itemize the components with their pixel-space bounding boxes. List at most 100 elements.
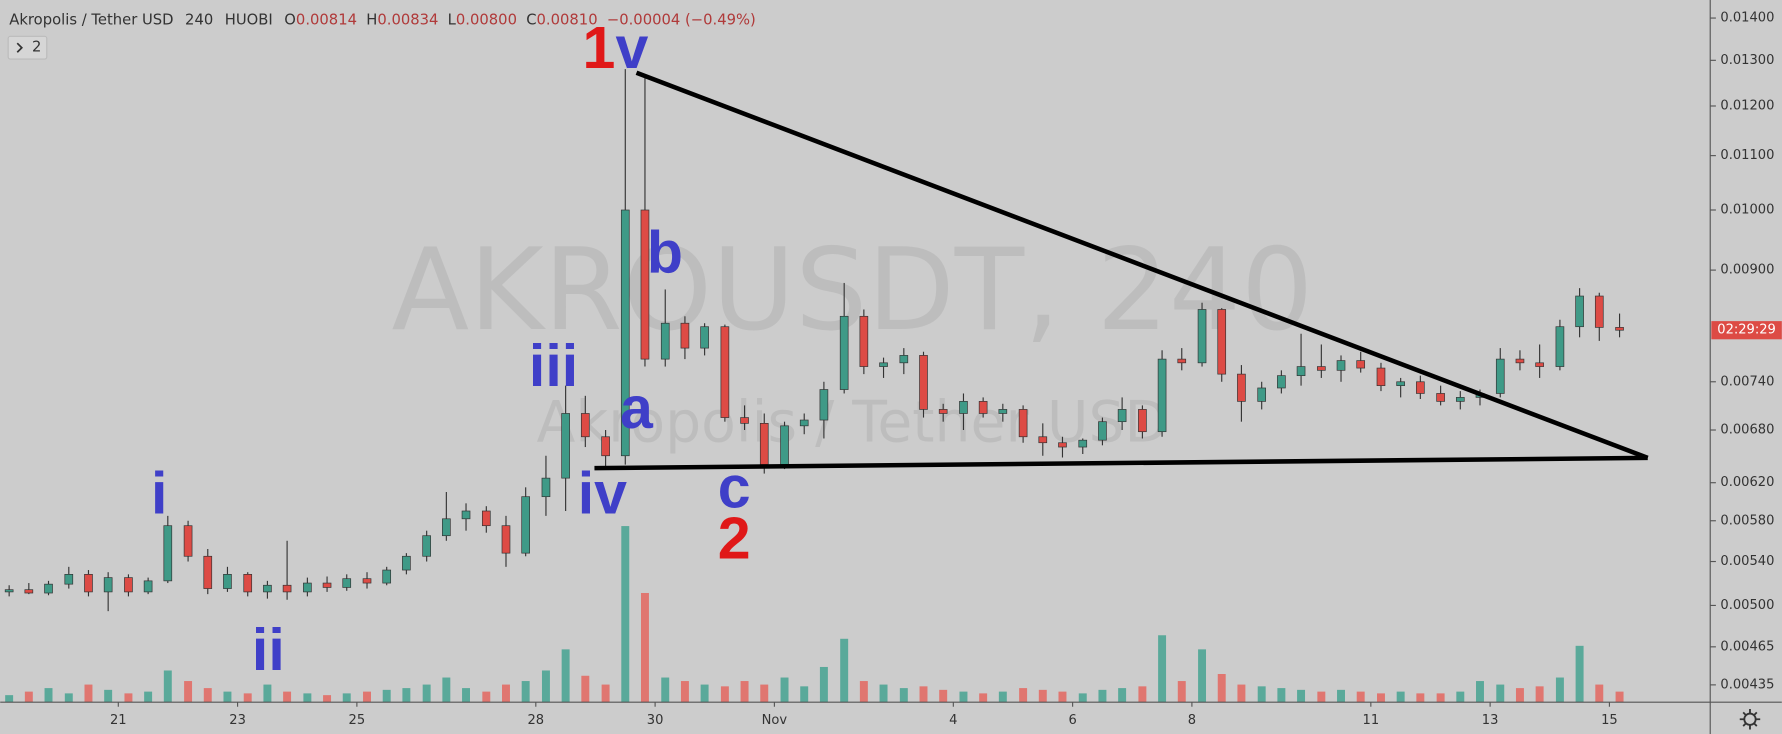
volume-bar	[800, 686, 809, 703]
x-tick-label: 8	[1188, 713, 1196, 728]
volume-bar	[1019, 688, 1028, 703]
volume-bar	[879, 684, 888, 703]
candle-body	[938, 409, 948, 414]
wave-label: ii	[252, 617, 285, 683]
candle-body	[1336, 360, 1346, 371]
watermark-symbol: AKROUSDT, 240	[391, 224, 1313, 356]
wave-label: iii	[529, 333, 578, 399]
candle-body	[1277, 375, 1286, 389]
volume-bar	[919, 686, 928, 703]
candle-body	[959, 401, 968, 414]
x-tick-label: Nov	[762, 713, 788, 728]
y-tick-label: 0.01200	[1720, 98, 1774, 113]
volume-bar	[184, 681, 193, 703]
x-tick-label: 21	[110, 713, 127, 728]
candle-body	[263, 584, 272, 593]
candle-body	[362, 578, 372, 584]
volume-bar	[581, 675, 590, 703]
candle-body	[1157, 358, 1167, 433]
volume-bar	[819, 666, 828, 703]
candle-body	[124, 577, 133, 593]
volume-bar	[1038, 689, 1047, 703]
last-price-box	[1711, 321, 1782, 340]
x-tick-label: 23	[229, 713, 246, 728]
volume-bar	[1615, 691, 1624, 703]
volume-bar	[1377, 693, 1385, 703]
candle-body	[780, 425, 789, 465]
volume-bar	[621, 526, 630, 703]
volume-bar	[203, 688, 212, 703]
symbol-title: Akropolis / Tether USD	[9, 11, 173, 28]
volume-layer	[5, 526, 1624, 703]
indicator-count[interactable]: 2	[32, 39, 41, 56]
candle-body	[143, 580, 153, 593]
volume-bar	[84, 684, 93, 703]
candle-body	[700, 326, 709, 349]
volume-bar	[243, 693, 252, 703]
candle-body	[422, 535, 431, 557]
candle-body	[998, 409, 1008, 414]
wave-label: 1	[583, 15, 616, 81]
change: −0.00004 (−0.49%)	[607, 11, 756, 28]
y-tick-label: 0.01300	[1720, 53, 1774, 68]
ohlc-value: 0.00834	[377, 11, 438, 28]
candle-body	[203, 555, 213, 589]
volume-bar	[541, 670, 550, 703]
candle-body	[1615, 327, 1624, 331]
candle-body	[1535, 362, 1544, 367]
candle-body	[282, 584, 292, 593]
candle-body	[303, 582, 312, 593]
chevron-icon[interactable]	[16, 42, 23, 53]
volume-bar	[760, 684, 769, 703]
volume-bar	[283, 691, 292, 703]
volume-bar	[979, 693, 988, 703]
candle-body	[501, 525, 511, 554]
volume-bar	[1237, 684, 1246, 703]
candle-body	[660, 322, 670, 360]
volume-bar	[1515, 688, 1524, 703]
volume-bar	[44, 688, 53, 703]
volume-bar	[502, 684, 510, 703]
volume-bar	[1575, 645, 1584, 703]
volume-bar	[1277, 688, 1286, 703]
volume-bar	[163, 670, 172, 703]
volume-bar	[402, 688, 411, 703]
price-ticks: 0.01400 0.01300 0.01200 0.01100 0.01000 0.009…	[1710, 11, 1774, 692]
volume-bar	[64, 693, 73, 703]
volume-bar	[363, 691, 371, 703]
candle-body	[720, 326, 730, 418]
candle-layer	[4, 69, 1624, 612]
volume-bar	[1177, 681, 1186, 703]
last-price-label: 02:29:29	[1711, 321, 1782, 340]
candle-body	[103, 577, 113, 593]
gear-icon[interactable]	[1739, 709, 1761, 730]
volume-bar	[1396, 691, 1405, 703]
volume-bar	[5, 695, 14, 703]
volume-bar	[840, 638, 849, 703]
volume-bar	[740, 681, 749, 703]
candle-body	[64, 574, 74, 585]
volume-bar	[1098, 689, 1107, 703]
x-tick-label: 15	[1601, 713, 1618, 728]
candle-body	[461, 510, 471, 520]
candle-body	[1436, 393, 1445, 402]
countdown: 02:29:29	[1717, 323, 1776, 338]
volume-bar	[1078, 693, 1087, 703]
candle-body	[1237, 373, 1246, 402]
volume-bar	[24, 691, 33, 703]
candle-body	[541, 477, 551, 498]
candle-body	[879, 362, 888, 367]
indicator-toggle[interactable]: 2	[7, 35, 48, 60]
trendline	[635, 70, 1649, 461]
toggle-box[interactable]	[7, 35, 48, 60]
candle-body	[1058, 442, 1067, 448]
interval: 240	[185, 11, 213, 28]
volume-bar	[323, 695, 332, 703]
settings-gear[interactable]	[1739, 709, 1761, 730]
volume-bar	[1595, 684, 1604, 703]
candle-body	[1038, 436, 1048, 444]
candle-body	[1296, 366, 1306, 376]
volume-bar	[1496, 684, 1505, 703]
candle-body	[1217, 309, 1227, 375]
